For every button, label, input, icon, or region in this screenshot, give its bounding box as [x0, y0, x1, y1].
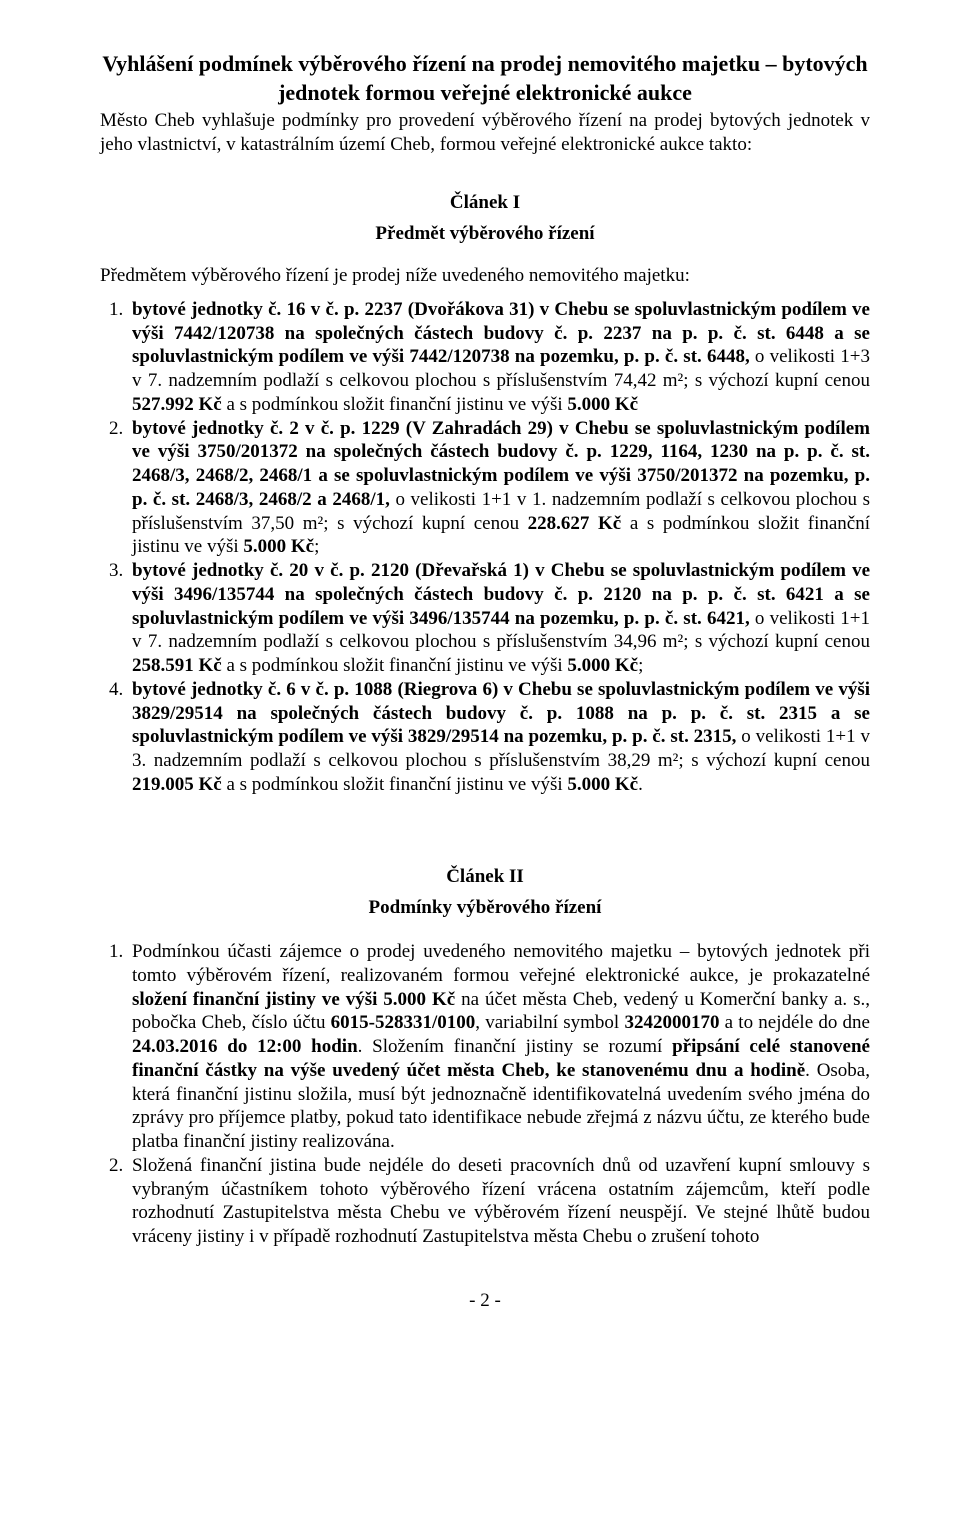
- article-2-heading: Podmínky výběrového řízení: [100, 896, 870, 920]
- property-list: bytové jednotky č. 16 v č. p. 2237 (Dvoř…: [100, 298, 870, 797]
- article-1-intro: Předmětem výběrového řízení je prodej ní…: [100, 264, 870, 288]
- property-tail: a s podmínkou složit finanční jistinu ve…: [222, 655, 568, 676]
- para-bold: 6015-528331/0100: [331, 1012, 476, 1033]
- property-jistina: 5.000 Kč: [243, 536, 314, 557]
- para-bold: 3242000170: [624, 1012, 719, 1033]
- property-jistina: 5.000 Kč: [567, 394, 638, 415]
- property-price: 219.005 Kč: [132, 774, 222, 795]
- page-title: Vyhlášení podmínek výběrového řízení na …: [100, 50, 870, 107]
- para-text: a to nejdéle do dne: [719, 1012, 870, 1033]
- document-page: Vyhlášení podmínek výběrového řízení na …: [0, 0, 960, 1353]
- para-text: Podmínkou účasti zájemce o prodej uveden…: [132, 941, 870, 986]
- list-item: bytové jednotky č. 20 v č. p. 2120 (Dřev…: [128, 559, 870, 678]
- property-price: 527.992 Kč: [132, 394, 222, 415]
- para-text: , variabilní symbol: [475, 1012, 624, 1033]
- para-text: Složená finanční jistina bude nejdéle do…: [132, 1155, 870, 1247]
- intro-paragraph: Město Cheb vyhlašuje podmínky pro proved…: [100, 109, 870, 157]
- para-bold: složení finanční jistiny ve výši 5.000 K…: [132, 989, 455, 1010]
- para-bold: 24.03.2016 do 12:00 hodin: [132, 1036, 358, 1057]
- list-item: Podmínkou účasti zájemce o prodej uveden…: [128, 940, 870, 1154]
- list-item: bytové jednotky č. 2 v č. p. 1229 (V Zah…: [128, 417, 870, 560]
- property-tail: a s podmínkou složit finanční jistinu ve…: [222, 394, 568, 415]
- list-item: Složená finanční jistina bude nejdéle do…: [128, 1154, 870, 1249]
- conditions-list: Podmínkou účasti zájemce o prodej uveden…: [100, 940, 870, 1249]
- property-price: 228.627 Kč: [528, 513, 622, 534]
- property-price: 258.591 Kč: [132, 655, 222, 676]
- property-tail: a s podmínkou složit finanční jistinu ve…: [222, 774, 568, 795]
- property-jistina: 5.000 Kč: [567, 774, 638, 795]
- list-item: bytové jednotky č. 16 v č. p. 2237 (Dvoř…: [128, 298, 870, 417]
- property-jistina: 5.000 Kč: [567, 655, 638, 676]
- article-1-heading: Předmět výběrového řízení: [100, 222, 870, 246]
- page-number: - 2 -: [100, 1289, 870, 1313]
- article-1-label: Článek I: [100, 191, 870, 215]
- para-text: . Složením finanční jistiny se rozumí: [358, 1036, 672, 1057]
- list-item: bytové jednotky č. 6 v č. p. 1088 (Riegr…: [128, 678, 870, 797]
- article-2-label: Článek II: [100, 865, 870, 889]
